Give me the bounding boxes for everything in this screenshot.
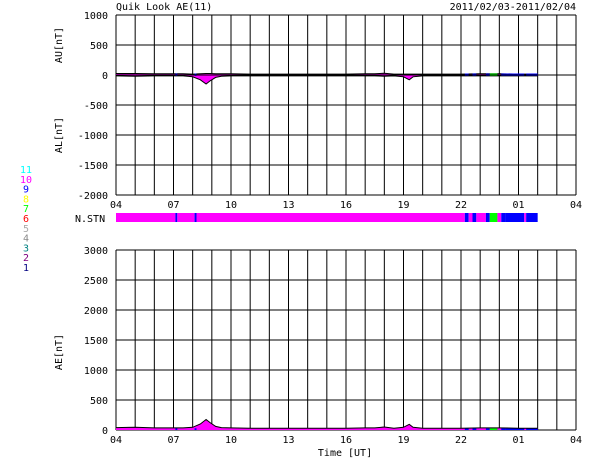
x-tick-label: 13 [282, 200, 294, 211]
x-tick-label: 22 [455, 435, 467, 446]
y-tick-label: 1500 [84, 336, 108, 347]
station-legend-9: 9 [23, 185, 29, 196]
date-range: 2011/02/03-2011/02/04 [450, 2, 576, 13]
ae-series [115, 418, 538, 430]
y-tick-label: 0 [102, 426, 108, 437]
x-tick-label: 07 [167, 435, 179, 446]
nstn-segment [468, 213, 473, 222]
au-axis-label: AU[nT] [54, 27, 65, 63]
ae-station-overlay [505, 428, 525, 430]
x-tick-label: 04 [570, 200, 582, 211]
ae-station-overlay [501, 428, 506, 430]
station-legend-2: 2 [23, 253, 29, 264]
y-tick-label: 3000 [84, 246, 108, 257]
y-tick-label: 500 [90, 396, 108, 407]
x-tick-label: 22 [455, 200, 467, 211]
y-tick-label: -2000 [78, 191, 108, 202]
ae-station-overlay [464, 428, 469, 430]
au-al-panel: 1000 500 0 -500 -1000 -1500 -2000 04 07 10 13 16 19… [54, 11, 582, 211]
ae-x-ticks: 04 07 10 13 16 19 22 01 04 [110, 435, 582, 446]
nstn-segment [505, 213, 525, 222]
ae-grid [115, 249, 577, 431]
nstn-segment [489, 213, 498, 222]
x-tick-label: 04 [110, 435, 122, 446]
nstn-segment [476, 213, 486, 222]
nstn-segment [524, 213, 527, 222]
x-axis-label: Time [UT] [318, 448, 372, 459]
nstn-segment [472, 213, 477, 222]
au-al-y-ticks: 1000 500 0 -500 -1000 -1500 -2000 [78, 11, 108, 202]
nstn-segment [526, 213, 538, 222]
ae-station-overlay [489, 428, 498, 430]
ae-axis-label: AE[nT] [54, 334, 65, 370]
x-tick-label: 04 [570, 435, 582, 446]
y-tick-label: -1500 [78, 161, 108, 172]
y-tick-label: 0 [102, 71, 108, 82]
au-line [116, 72, 538, 75]
au-al-grid [115, 14, 577, 196]
ae-line [115, 418, 538, 429]
x-tick-label: 16 [340, 435, 352, 446]
station-legend-10: 10 [20, 175, 32, 186]
au-al-series [115, 72, 576, 85]
station-legend-11: 11 [20, 165, 32, 176]
x-tick-label: 04 [110, 200, 122, 211]
station-legend-1: 1 [23, 263, 29, 274]
x-tick-label: 19 [397, 435, 409, 446]
ae-station-overlay [472, 428, 477, 430]
x-tick-label: 01 [512, 435, 524, 446]
station-legend-7: 7 [23, 204, 29, 215]
station-legend-3: 3 [23, 243, 29, 254]
nstn-label: N.STN [75, 214, 105, 225]
y-tick-label: 2000 [84, 306, 108, 317]
nstn-segment [177, 213, 195, 222]
ae-station-overlay [526, 428, 538, 430]
y-tick-label: 1000 [84, 366, 108, 377]
x-tick-label: 07 [167, 200, 179, 211]
y-tick-label: -500 [84, 101, 108, 112]
nstn-segments [116, 213, 538, 222]
y-tick-label: -1000 [78, 131, 108, 142]
ae-station-overlay [175, 428, 178, 430]
x-tick-label: 10 [225, 200, 237, 211]
x-tick-label: 19 [397, 200, 409, 211]
station-legend-5: 5 [23, 224, 29, 235]
ae-y-ticks: 3000 2500 2000 1500 1000 500 0 [84, 246, 108, 437]
al-line [115, 75, 538, 85]
x-tick-label: 01 [512, 200, 524, 211]
plot-title: Quik Look AE(11) [116, 2, 212, 13]
nstn-segment [194, 213, 197, 222]
nstn-segment [116, 213, 176, 222]
nstn-segment [497, 213, 502, 222]
ae-station-overlay [485, 428, 490, 430]
y-tick-label: 500 [90, 41, 108, 52]
station-legend-4: 4 [23, 234, 29, 245]
station-legend-8: 8 [23, 194, 29, 205]
nstn-segment [485, 213, 490, 222]
ae-station-overlay [194, 428, 197, 430]
x-tick-label: 10 [225, 435, 237, 446]
x-tick-label: 16 [340, 200, 352, 211]
au-al-x-ticks: 04 07 10 13 16 19 22 01 04 [110, 200, 582, 211]
x-tick-label: 13 [282, 435, 294, 446]
nstn-segment [196, 213, 465, 222]
station-legend-6: 6 [23, 214, 29, 225]
nstn-segment [501, 213, 506, 222]
y-tick-label: 2500 [84, 276, 108, 287]
nstn-bar-panel: N.STN [75, 213, 538, 225]
nstn-segment [175, 213, 178, 222]
nstn-segment [464, 213, 469, 222]
y-tick-label: 1000 [84, 11, 108, 22]
al-axis-label: AL[nT] [54, 117, 65, 153]
